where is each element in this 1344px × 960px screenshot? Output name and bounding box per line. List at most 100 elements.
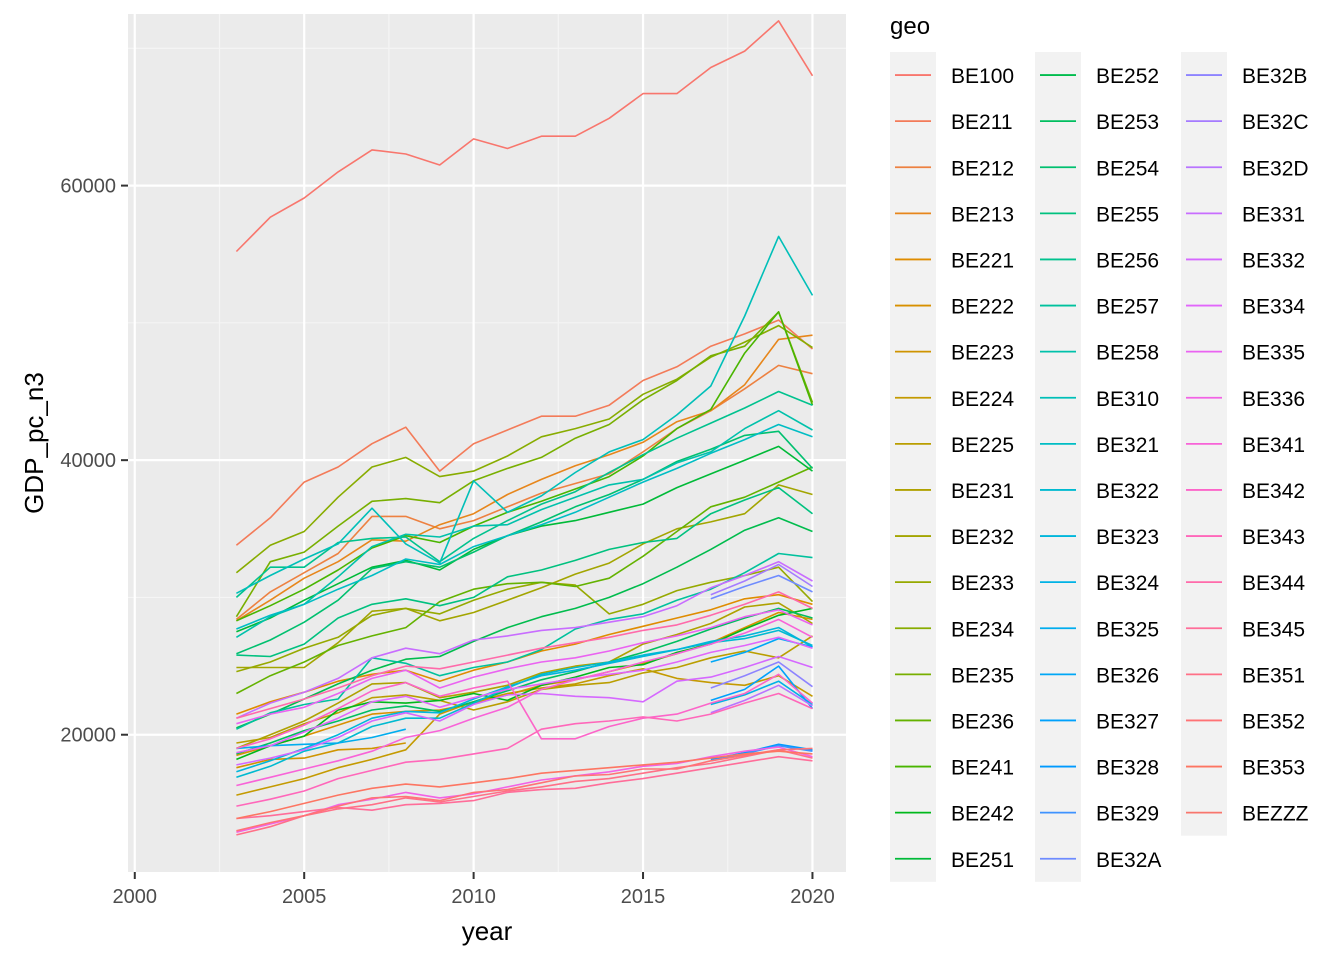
legend: BE100 BE211 BE212 BE213 BE221 BE222 BE223 BE224… <box>890 52 1309 882</box>
x-axis-label: year <box>462 916 513 946</box>
legend-label: BE32C <box>1242 111 1309 134</box>
legend-label: BE253 <box>1096 111 1159 134</box>
legend-label: BE343 <box>1242 526 1305 549</box>
y-tick-label: 40000 <box>60 450 116 472</box>
y-axis-label: GDP_pc_n3 <box>19 372 49 514</box>
y-tick-label: 60000 <box>60 176 116 198</box>
legend-label: BE241 <box>951 757 1014 780</box>
legend-label: BE353 <box>1242 757 1305 780</box>
y-axis: 20000 40000 60000 <box>60 176 128 747</box>
legend-label: BE328 <box>1096 757 1159 780</box>
legend-label: BE256 <box>1096 249 1159 272</box>
legend-label: BE234 <box>951 618 1014 641</box>
series-line-be327 <box>710 665 814 710</box>
x-tick-label: 2020 <box>790 886 835 908</box>
legend-label: BE213 <box>951 203 1014 226</box>
series-line-be233 <box>236 566 814 673</box>
legend-label: BE323 <box>1096 526 1159 549</box>
series-line-be323 <box>236 626 813 773</box>
series-line-be223 <box>236 742 406 769</box>
legend-label: BE235 <box>951 664 1014 687</box>
series-line-be232 <box>236 484 813 669</box>
series-line-be310 <box>236 235 814 595</box>
y-tick-label: 20000 <box>60 725 116 747</box>
series-line-be100 <box>235 20 814 253</box>
legend-label: BE335 <box>1242 342 1305 365</box>
legend-label: BE327 <box>1096 710 1159 733</box>
legend-label: BE255 <box>1096 203 1159 226</box>
series-line-be344 <box>236 591 813 719</box>
legend-label: BE100 <box>951 65 1014 88</box>
series-line-be32c <box>710 563 813 596</box>
series-line-be352 <box>236 747 813 832</box>
legend-label: BEZZZ <box>1242 803 1309 826</box>
legend-key-background <box>1035 52 1081 882</box>
legend-label: BE344 <box>1242 572 1305 595</box>
series-line-be258 <box>235 409 813 638</box>
legend-label: BE329 <box>1096 803 1159 826</box>
legend-label: BE251 <box>951 849 1014 872</box>
legend-label: BE242 <box>951 803 1014 826</box>
series-line-be213 <box>235 334 813 622</box>
x-tick-label: 2000 <box>113 886 158 908</box>
legend-label: BE336 <box>1242 388 1305 411</box>
legend-label: BE252 <box>1096 65 1159 88</box>
series-line-be351 <box>236 748 813 836</box>
x-tick-label: 2010 <box>451 886 496 908</box>
series-line-be255 <box>236 486 813 658</box>
legend-label: BE334 <box>1242 296 1305 319</box>
series-line-be235 <box>235 311 814 618</box>
series-line-be231 <box>236 602 813 750</box>
legend-label: BE223 <box>951 342 1014 365</box>
series-line-be321 <box>236 423 813 630</box>
legend-label: BE231 <box>951 480 1014 503</box>
series-line-be32d <box>710 684 813 714</box>
legend-label: BE211 <box>951 111 1013 134</box>
series-line-be254 <box>236 430 814 655</box>
legend-label: BE325 <box>1096 618 1159 641</box>
x-tick-label: 2015 <box>621 886 666 908</box>
series-line-be334 <box>236 636 813 754</box>
series-line-be224 <box>236 667 813 796</box>
x-tick-label: 2005 <box>282 886 327 908</box>
legend-label: BE225 <box>951 434 1014 457</box>
series-line-be211 <box>235 319 814 546</box>
series-line-be324 <box>710 680 813 706</box>
series-line-be32b <box>710 661 813 689</box>
legend-label: BE310 <box>1096 388 1159 411</box>
series-line-be335 <box>236 608 813 725</box>
legend-label: BE324 <box>1096 572 1159 595</box>
series-line-be241 <box>236 311 814 622</box>
legend-label: BE236 <box>951 710 1014 733</box>
series-line-be353 <box>236 750 813 820</box>
legend-label: BE322 <box>1096 480 1159 503</box>
legend-label: BE341 <box>1242 434 1305 457</box>
x-axis: 2000 2005 2010 2015 2020 <box>113 872 835 908</box>
legend-label: BE224 <box>951 388 1014 411</box>
legend-label: BE326 <box>1096 664 1159 687</box>
series-line-be32a <box>710 574 813 600</box>
legend-label: BE254 <box>1096 157 1159 180</box>
series-lines <box>235 20 814 836</box>
legend-label: BE332 <box>1242 249 1305 272</box>
series-line-be331 <box>236 560 813 719</box>
series-line-be336 <box>236 746 813 833</box>
plot-area <box>128 14 846 872</box>
legend-label: BE352 <box>1242 710 1305 733</box>
legend-label: BE222 <box>951 296 1014 319</box>
series-line-be343 <box>236 692 813 807</box>
legend-label: BE342 <box>1242 480 1305 503</box>
legend-label: BE331 <box>1242 203 1305 226</box>
series-line-be236 <box>236 466 813 695</box>
legend-label: BE345 <box>1242 618 1305 641</box>
legend-label: BE232 <box>951 526 1014 549</box>
legend-title: geo <box>890 13 930 40</box>
series-line-be342 <box>236 673 814 750</box>
legend-label: BE258 <box>1096 342 1159 365</box>
legend-label: BE233 <box>951 572 1014 595</box>
legend-label: BE212 <box>951 157 1014 180</box>
series-line-be252 <box>236 516 813 729</box>
legend-label: BE257 <box>1096 296 1159 319</box>
legend-key-background <box>890 52 936 882</box>
